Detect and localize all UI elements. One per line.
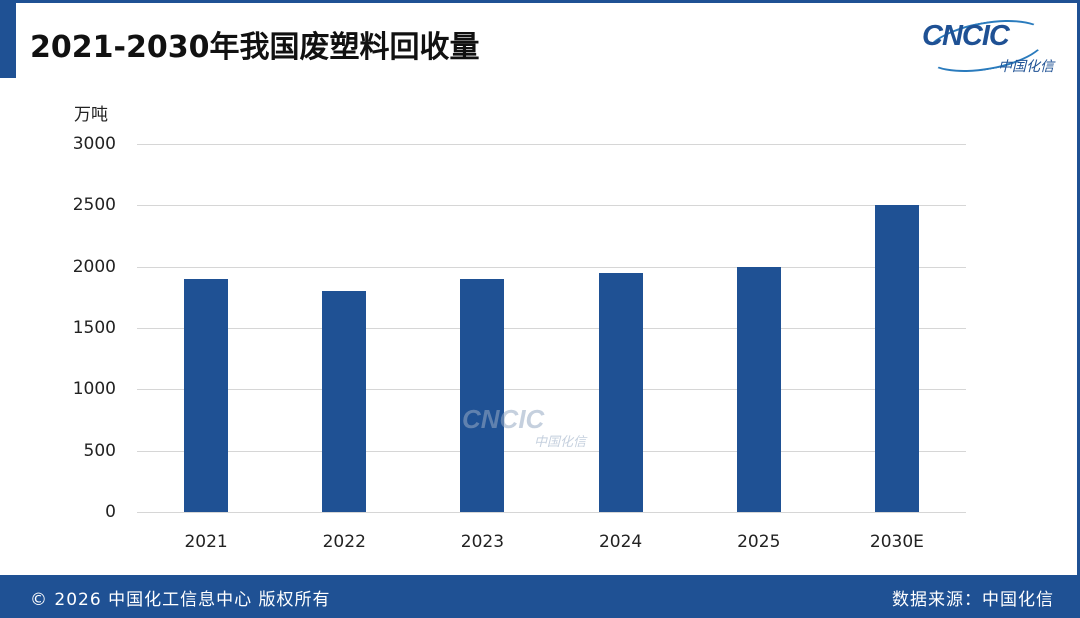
chart-title: 2021-2030年我国废塑料回收量 [30,30,480,65]
y-tick-label: 2000 [72,256,116,277]
watermark-text: CNCIC [462,404,545,434]
y-tick-label: 1000 [72,379,116,400]
y-tick-label: 1500 [72,318,116,338]
bar-2025 [736,266,781,512]
gridline [137,266,966,268]
y-tick-label: 2500 [72,195,116,216]
bar-2021 [184,278,229,512]
bar-2022 [322,291,367,512]
bar-2024 [598,272,643,512]
y-tick-label: 500 [83,440,116,461]
y-axis-unit: 万吨 [74,105,108,125]
y-tick-label: 0 [105,502,116,522]
data-source-text: 数据来源：中国化信 [892,590,1054,610]
copyright-text: © 2026 中国化工信息中心 版权所有 [30,590,331,610]
x-tick-label: 2024 [598,532,643,552]
logo-text: CNCIC [922,20,1010,52]
bar-2030E [874,205,919,512]
gridline [137,205,966,207]
footer: © 2026 中国化工信息中心 版权所有 数据来源：中国化信 [0,575,1080,618]
bar-2023 [460,278,505,512]
gridline [137,450,966,452]
logo-subtext: 中国化信 [998,59,1054,75]
gridline [137,389,966,391]
watermark-subtext: 中国化信 [534,435,587,450]
y-tick-label: 3000 [72,134,116,154]
x-tick-label: 2022 [322,532,366,552]
cncic-logo: CNCIC 中国化信 [918,11,1058,81]
x-tick-label: 2023 [460,532,505,552]
x-tick-label: 2030E [869,532,924,552]
title-accent-bar [0,0,16,78]
gridline [137,328,966,329]
plot-area [137,144,966,513]
watermark: CNCIC 中国化信 [462,404,586,450]
gridline [137,144,966,145]
x-tick-label: 2025 [737,532,781,552]
x-tick-label: 2021 [184,532,228,552]
gridline [137,512,966,513]
